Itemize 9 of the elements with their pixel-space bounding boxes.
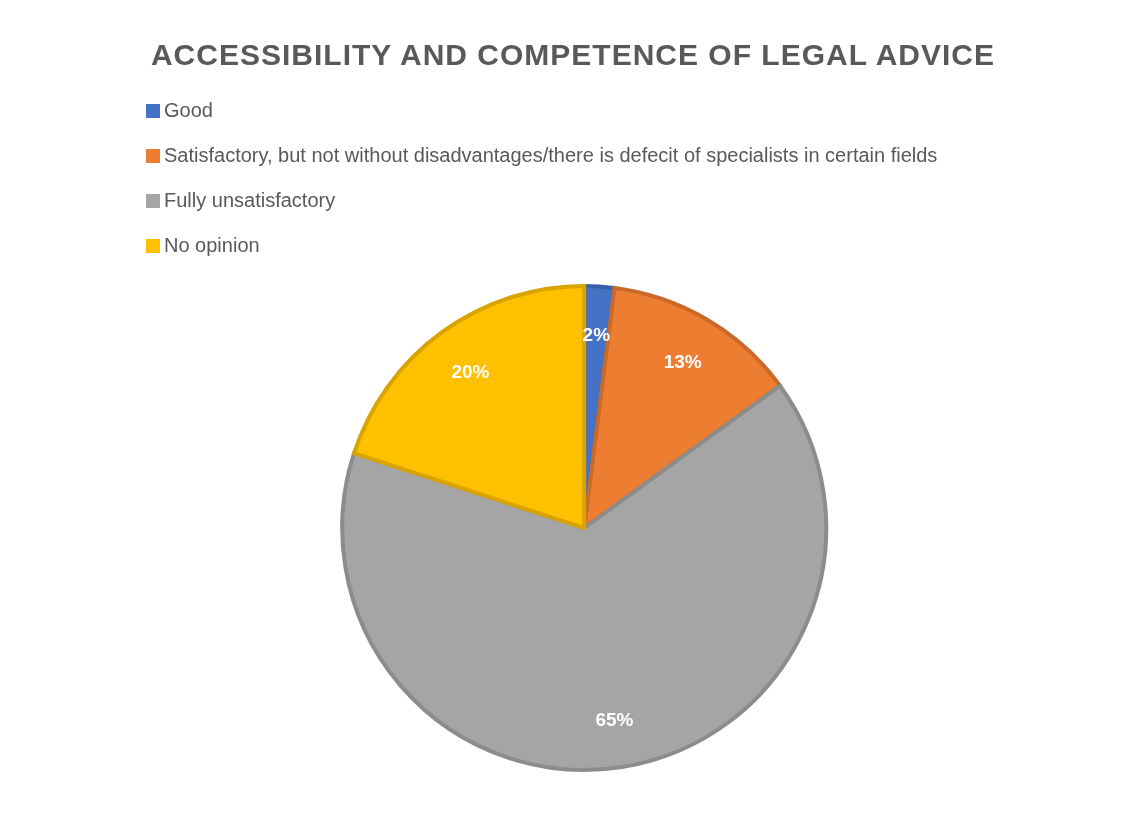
pie-slice [340, 383, 829, 772]
data-label: 20% [451, 360, 490, 382]
legend-label: Fully unsatisfactory [164, 189, 336, 212]
data-label: 65% [595, 708, 634, 730]
legend-label: Satisfactory, but not without disadvantages/there is defecit of specialists in certain fields [164, 144, 938, 167]
legend-label: No opinion [164, 234, 260, 257]
chart-title: ACCESSIBILITY AND COMPETENCE OF LEGAL ADVICE [149, 37, 997, 73]
legend-label: Good [164, 99, 213, 122]
data-label: 13% [663, 350, 702, 372]
